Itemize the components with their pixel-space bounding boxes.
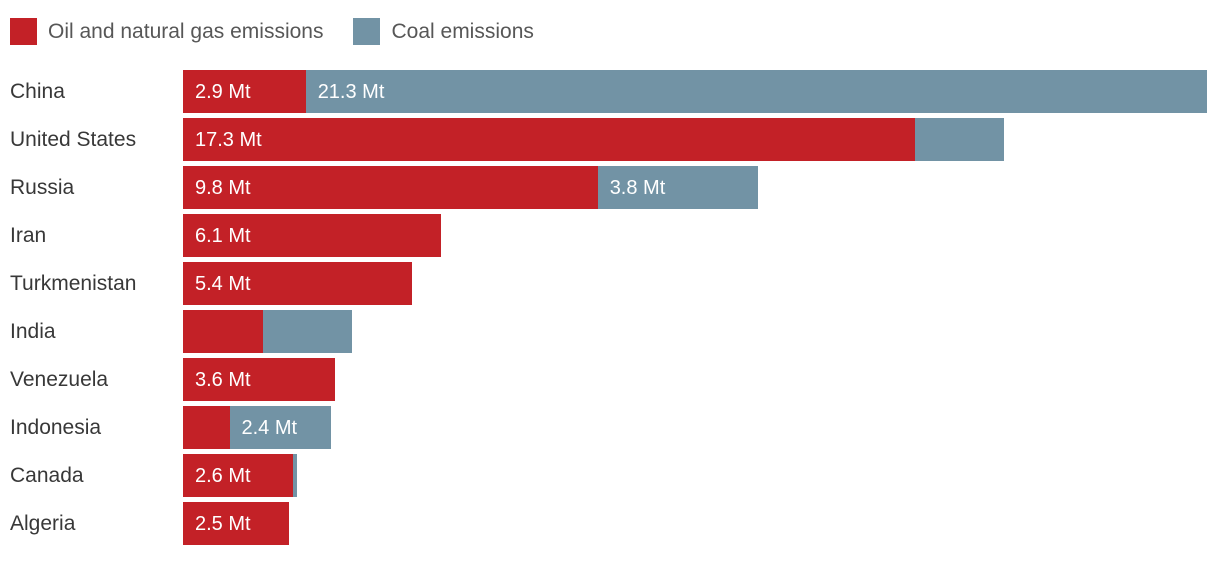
bar-segment-oil-gas — [183, 310, 264, 353]
legend-item-coal: Coal emissions — [353, 18, 534, 45]
chart-row: United States 17.3 Mt — [0, 118, 1220, 161]
bar-segment-oil-gas: 9.8 Mt — [183, 166, 598, 209]
bar-segment-oil-gas: 6.1 Mt — [183, 214, 442, 257]
bar-value-label: 3.6 Mt — [195, 368, 251, 391]
legend-item-oil-gas: Oil and natural gas emissions — [10, 18, 323, 45]
bar-segment-coal — [293, 454, 298, 497]
country-label: Indonesia — [10, 416, 102, 439]
bar-value-label: 21.3 Mt — [317, 80, 385, 103]
bar-value-label: 2.4 Mt — [241, 416, 298, 439]
oil-gas-swatch-icon — [10, 18, 37, 45]
bar-segment-oil-gas: 5.4 Mt — [183, 262, 412, 305]
country-label: Iran — [10, 224, 47, 247]
bar-value-label: 9.8 Mt — [195, 176, 251, 199]
chart-row: Turkmenistan 5.4 Mt — [0, 262, 1220, 305]
bar-value-label: 2.9 Mt — [195, 80, 251, 103]
country-label: United States — [10, 128, 137, 151]
bar-segment-coal: 21.3 Mt — [305, 70, 1207, 113]
bar-segment-oil-gas: 3.6 Mt — [183, 358, 336, 401]
legend: Oil and natural gas emissions Coal emiss… — [10, 18, 1220, 45]
country-label: Algeria — [10, 512, 76, 535]
bar-segment-oil-gas: 2.9 Mt — [183, 70, 306, 113]
country-label: China — [10, 80, 65, 103]
country-label: Russia — [10, 176, 75, 199]
legend-label-coal: Coal emissions — [391, 20, 534, 43]
chart-row: Russia 9.8 Mt 3.8 Mt — [0, 166, 1220, 209]
chart-row: Venezuela 3.6 Mt — [0, 358, 1220, 401]
chart-row: China 2.9 Mt 21.3 Mt — [0, 70, 1220, 113]
bar-segment-oil-gas — [183, 406, 230, 449]
bar-value-label: 2.6 Mt — [195, 464, 251, 487]
bar-track: 9.8 Mt 3.8 Mt — [183, 166, 1220, 209]
bar-segment-oil-gas: 17.3 Mt — [183, 118, 915, 161]
bar-segment-coal: 2.4 Mt — [229, 406, 332, 449]
bar-track: 2.6 Mt — [183, 454, 1220, 497]
bar-track: 3.6 Mt — [183, 358, 1220, 401]
bar-segment-oil-gas: 2.6 Mt — [183, 454, 293, 497]
bar-segment-coal — [263, 310, 353, 353]
country-label: Canada — [10, 464, 84, 487]
country-label: Turkmenistan — [10, 272, 137, 295]
bar-value-label: 6.1 Mt — [195, 224, 251, 247]
bar-track: 6.1 Mt — [183, 214, 1220, 257]
stacked-bar-chart: China 2.9 Mt 21.3 Mt United States 17.3 M… — [0, 70, 1220, 545]
bar-track: 2.4 Mt — [183, 406, 1220, 449]
chart-row: Canada 2.6 Mt — [0, 454, 1220, 497]
country-label: Venezuela — [10, 368, 109, 391]
bar-value-label: 2.5 Mt — [195, 512, 251, 535]
bar-segment-oil-gas: 2.5 Mt — [183, 502, 289, 545]
bar-track: 17.3 Mt — [183, 118, 1220, 161]
bar-track: 2.5 Mt — [183, 502, 1220, 545]
chart-row: Algeria 2.5 Mt — [0, 502, 1220, 545]
chart-row: Indonesia 2.4 Mt — [0, 406, 1220, 449]
bar-segment-coal: 3.8 Mt — [597, 166, 759, 209]
coal-swatch-icon — [353, 18, 381, 45]
bar-segment-coal — [915, 118, 1004, 161]
country-label: India — [10, 320, 56, 343]
bar-value-label: 3.8 Mt — [609, 176, 666, 199]
chart-row: Iran 6.1 Mt — [0, 214, 1220, 257]
bar-track: 5.4 Mt — [183, 262, 1220, 305]
bar-track — [183, 310, 1220, 353]
chart-row: India — [0, 310, 1220, 353]
legend-label-oil-gas: Oil and natural gas emissions — [48, 20, 324, 43]
bar-track: 2.9 Mt 21.3 Mt — [183, 70, 1220, 113]
bar-value-label: 5.4 Mt — [195, 272, 251, 295]
bar-value-label: 17.3 Mt — [195, 128, 262, 151]
